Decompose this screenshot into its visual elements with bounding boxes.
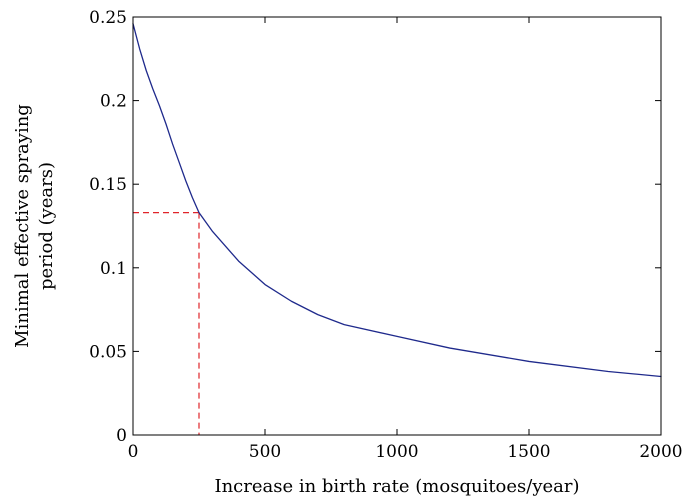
y-axis-label-line-1: Minimal effective spraying	[12, 104, 33, 348]
ticks-layer: 0 500 1000 1500 2000 0 0.05 0.1 0.15 0.2 0.25	[89, 8, 682, 462]
x-tick-label: 2000	[639, 442, 682, 462]
y-tick-label: 0.05	[89, 342, 127, 362]
y-tick-label: 0.25	[89, 8, 127, 28]
y-tick-label: 0.15	[89, 175, 127, 195]
y-tick-label: 0	[116, 426, 127, 446]
series-line	[133, 24, 661, 377]
y-tick-label: 0.1	[100, 259, 127, 279]
x-tick-label: 1500	[507, 442, 550, 462]
y-tick-label: 0.2	[100, 92, 127, 112]
x-tick-label: 0	[128, 442, 139, 462]
x-tick-label: 1000	[375, 442, 418, 462]
x-tick-label: 500	[249, 442, 281, 462]
y-axis-label-line-2: period (years)	[36, 162, 57, 290]
x-axis-label: Increase in birth rate (mosquitoes/year)	[214, 476, 579, 497]
axes-box	[133, 17, 661, 435]
plot-layer	[133, 24, 661, 435]
